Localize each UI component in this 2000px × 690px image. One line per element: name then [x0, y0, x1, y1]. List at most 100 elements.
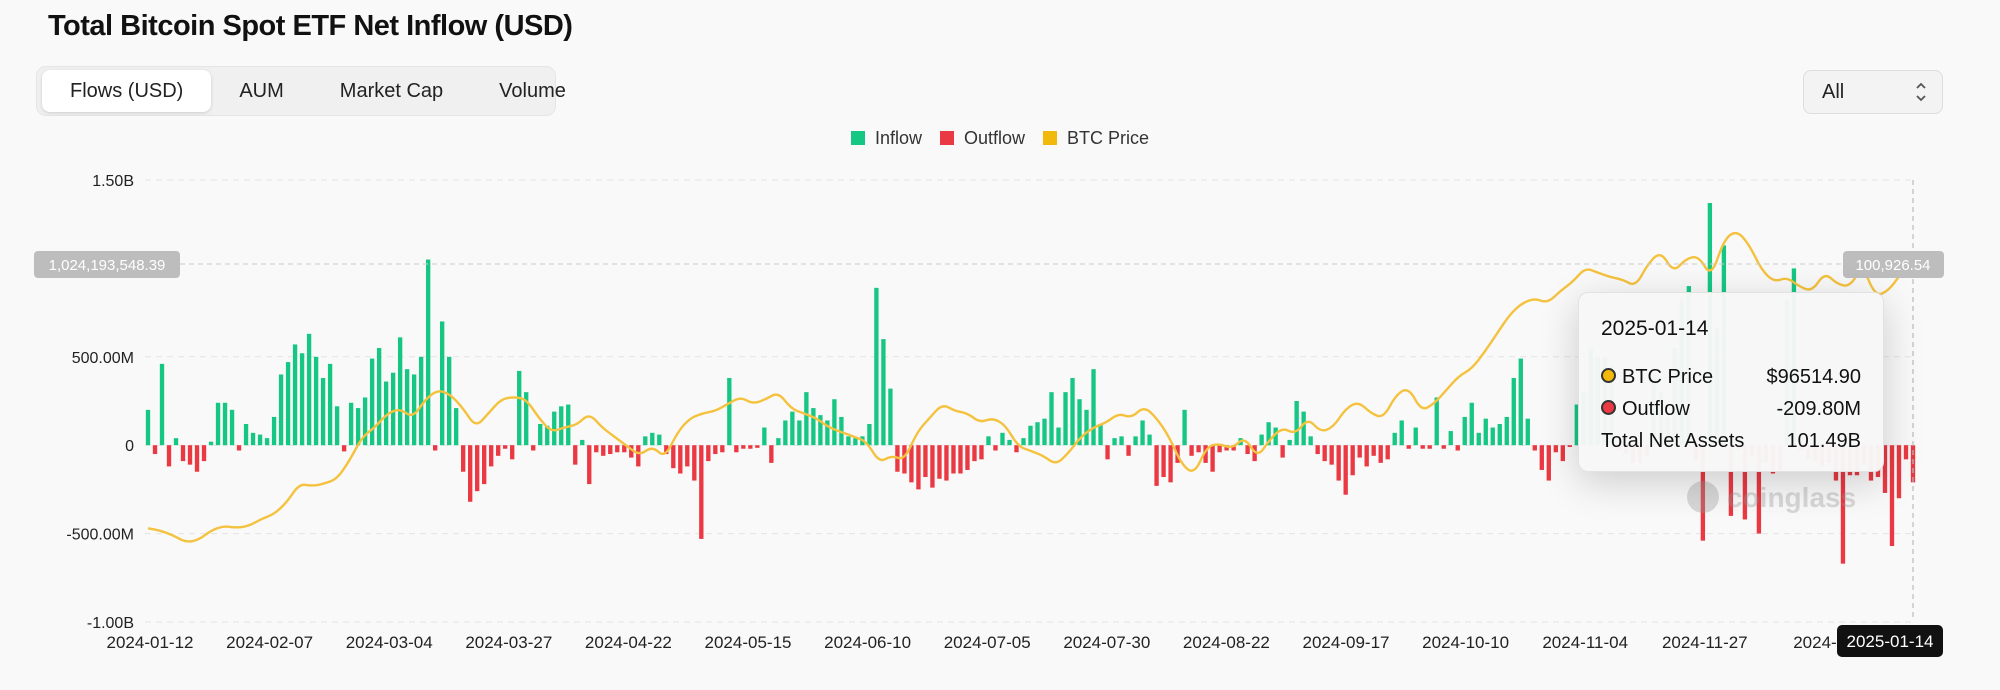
- inflow-bar: [278, 374, 284, 446]
- inflow-bar: [425, 259, 431, 446]
- outflow-bar: [1210, 445, 1215, 472]
- x-tick-label: 2024-08-22: [1183, 633, 1270, 652]
- inflow-bar: [1448, 431, 1453, 446]
- outflow-bar: [1161, 445, 1166, 478]
- outflow-bar: [699, 445, 704, 539]
- outflow-bar: [1539, 445, 1544, 470]
- inflow-bar: [1084, 409, 1089, 446]
- outflow-bar: [636, 445, 641, 467]
- outflow-bar: [1350, 445, 1355, 476]
- x-axis: 2024-01-12 2024-02-07 2024-03-04 2024-03-27…: [107, 633, 1856, 652]
- x-tick-label: 2024-07-05: [944, 633, 1031, 652]
- outflow-bar: [937, 445, 942, 479]
- tooltip-row-label: Total Net Assets: [1601, 429, 1745, 452]
- tab-aum[interactable]: AUM: [239, 80, 284, 102]
- inflow-bar: [1140, 420, 1145, 446]
- inflow-bar: [229, 409, 235, 446]
- outflow-bar: [468, 445, 473, 502]
- inflow-bar: [1070, 378, 1075, 446]
- outflow-bar: [1441, 445, 1446, 449]
- inflow-bar: [320, 378, 326, 446]
- outflow-bar: [615, 445, 620, 453]
- outflow-bar: [972, 445, 977, 462]
- inflow-bar: [1063, 392, 1068, 446]
- inflow-bar: [797, 420, 802, 446]
- inflow-bar: [1007, 439, 1012, 446]
- crosshair-y-label: 1,024,193,548.39: [49, 257, 166, 274]
- outflow-bar: [769, 445, 774, 463]
- inflow-bar: [818, 415, 823, 446]
- outflow-bar: [1896, 445, 1902, 499]
- legend-label: Outflow: [963, 128, 1026, 148]
- inflow-bar: [1504, 416, 1509, 446]
- outflow-bar: [608, 445, 613, 455]
- outflow-bar: [166, 445, 172, 467]
- tab-market-cap[interactable]: Market Cap: [339, 80, 444, 102]
- outflow-bar: [1329, 445, 1334, 465]
- crosshair-price-label: 100,926.54: [1855, 257, 1930, 274]
- inflow-bar: [811, 408, 816, 446]
- outflow-bar: [587, 445, 592, 485]
- outflow-bar: [923, 445, 928, 478]
- series-dot-icon: [1601, 367, 1616, 383]
- inflow-bar: [1413, 427, 1418, 446]
- outflow-bar: [341, 445, 347, 452]
- outflow-bar: [1364, 445, 1369, 467]
- inflow-bar: [1182, 409, 1187, 446]
- inflow-bar: [208, 441, 214, 446]
- inflow-bar: [292, 344, 298, 446]
- outflow-bar: [685, 445, 690, 467]
- outflow-bar: [1336, 445, 1341, 481]
- inflow-bar: [517, 370, 522, 446]
- inflow-bar: [1000, 432, 1005, 446]
- x-tick-label: 2024-11-27: [1662, 633, 1748, 652]
- legend-item-outflow[interactable]: Outflow: [939, 128, 1026, 149]
- inflow-bar: [362, 397, 368, 446]
- outflow-bar: [692, 445, 697, 481]
- inflow-bar: [881, 339, 886, 446]
- outflow-bar: [1903, 445, 1909, 460]
- inflow-bar: [867, 423, 872, 446]
- outflow-bar: [510, 445, 515, 460]
- outflow-bar: [573, 445, 578, 465]
- outflow-bar: [1532, 445, 1537, 451]
- inflow-bar: [790, 411, 795, 446]
- tab-volume[interactable]: Volume: [499, 80, 566, 102]
- legend-item-inflow[interactable]: Inflow: [850, 128, 922, 149]
- outflow-bar: [1189, 445, 1194, 456]
- inflow-bar: [1021, 438, 1026, 446]
- tab-flows-usd[interactable]: Flows (USD): [42, 70, 212, 112]
- inflow-bar: [559, 406, 564, 446]
- outflow-bar: [622, 445, 627, 453]
- inflow-bar: [874, 287, 879, 446]
- outflow-bar: [720, 445, 725, 453]
- x-tick-label: 2024-05-15: [705, 633, 792, 652]
- inflow-bar: [804, 392, 809, 446]
- outflow-bar: [482, 445, 487, 485]
- inflow-bar: [1273, 427, 1278, 446]
- outflow-bar: [916, 445, 921, 490]
- inflow-bar: [1112, 438, 1117, 446]
- inflow-bar: [215, 402, 221, 446]
- inflow-bar: [440, 321, 445, 446]
- outflow-bar: [664, 445, 669, 455]
- range-select[interactable]: All: [1803, 70, 1943, 114]
- inflow-bar: [1574, 404, 1579, 446]
- outflow-bar: [1553, 445, 1558, 453]
- inflow-bar: [1483, 418, 1488, 446]
- inflow-bar: [853, 438, 858, 446]
- outflow-bar: [152, 445, 158, 455]
- inflow-bar: [1462, 416, 1467, 446]
- inflow-bar: [524, 392, 529, 446]
- outflow-bar: [1126, 445, 1131, 456]
- inflow-bar: [383, 381, 389, 446]
- inflow-bar: [250, 432, 256, 446]
- inflow-bar: [1035, 422, 1040, 446]
- legend-item-btc-price[interactable]: BTC Price: [1043, 128, 1149, 149]
- legend-swatch: [1043, 131, 1058, 145]
- outflow-bar: [1406, 445, 1411, 449]
- outflow-bar: [706, 445, 711, 462]
- tooltip-row-value: $96514.90: [1766, 365, 1861, 388]
- x-tick-label: 2024-01-12: [107, 633, 194, 652]
- outflow-bar: [1427, 445, 1432, 449]
